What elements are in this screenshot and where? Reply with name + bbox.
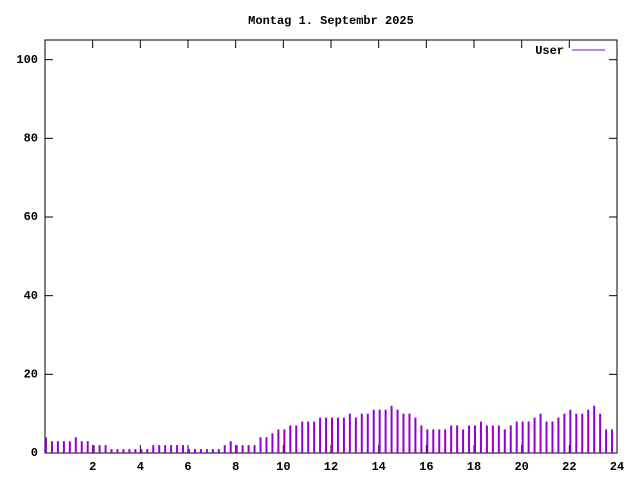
y-tick-label: 20 bbox=[24, 368, 38, 382]
x-tick-label: 24 bbox=[610, 460, 624, 474]
x-tick-label: 20 bbox=[514, 460, 528, 474]
chart-title: Montag 1. Septembr 2025 bbox=[248, 14, 414, 28]
x-tick-label: 10 bbox=[276, 460, 290, 474]
y-tick-label: 80 bbox=[24, 132, 38, 146]
x-tick-label: 22 bbox=[562, 460, 576, 474]
x-tick-label: 14 bbox=[371, 460, 385, 474]
plot-border bbox=[44, 39, 618, 454]
legend-label: User bbox=[535, 44, 564, 58]
y-tick-label: 40 bbox=[24, 289, 38, 303]
x-tick-label: 16 bbox=[419, 460, 433, 474]
x-tick-label: 2 bbox=[89, 460, 96, 474]
y-tick-label: 0 bbox=[31, 446, 38, 460]
x-tick-label: 12 bbox=[324, 460, 338, 474]
x-tick-label: 6 bbox=[184, 460, 191, 474]
x-tick-label: 4 bbox=[137, 460, 144, 474]
x-tick-label: 18 bbox=[467, 460, 481, 474]
y-tick-label: 100 bbox=[16, 53, 38, 67]
x-tick-label: 8 bbox=[232, 460, 239, 474]
y-tick-label: 60 bbox=[24, 210, 38, 224]
